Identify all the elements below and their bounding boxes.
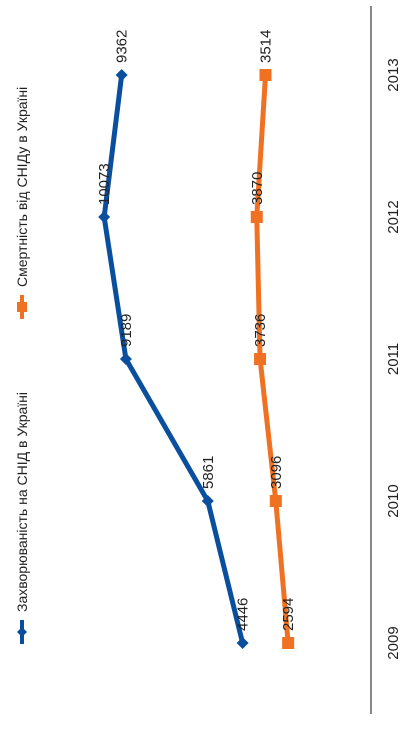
legend-label: Смертність від СНІДу в Україні [14, 87, 30, 287]
category-tick-label: 2010 [385, 484, 402, 517]
data-point-marker [269, 495, 282, 507]
data-point-marker [254, 353, 267, 365]
series-incidence: 4446 5861 9189 10073 9362 [96, 30, 252, 649]
data-label: 5861 [200, 456, 217, 489]
series-mortality: 2594 3096 3736 3870 3514 [249, 30, 297, 649]
data-label: 10073 [96, 163, 113, 205]
category-tick-label: 2011 [385, 343, 402, 375]
legend-marker-swatch [17, 627, 27, 637]
legend-label: Захворюваність на СНІД в Україні [14, 392, 30, 612]
data-label: 3870 [249, 172, 266, 205]
data-point-marker [98, 211, 111, 223]
data-label: 9362 [114, 30, 131, 63]
data-point-marker [119, 353, 132, 365]
series-layer: 4446 5861 9189 10073 9362 2594 3096 3736 3870 351… [96, 30, 297, 649]
legend-entry-incidence: Захворюваність на СНІД в Україні [14, 392, 30, 644]
data-label: 4446 [235, 598, 252, 631]
data-point-marker [250, 211, 263, 223]
data-point-marker [201, 495, 214, 507]
legend-entry-mortality: Смертність від СНІДу в Україні [14, 87, 30, 319]
data-label: 3736 [252, 314, 269, 347]
category-tick-label: 2013 [385, 58, 402, 91]
legend-layer: Захворюваність на СНІД в Україні Смертніс… [14, 87, 30, 644]
category-tick-label: 2009 [385, 626, 402, 659]
category-tick-label: 2012 [385, 200, 402, 233]
data-label: 3096 [268, 456, 285, 489]
data-point-marker [282, 637, 295, 649]
axis-layer: 2009 2010 2011 2012 2013 [370, 6, 402, 714]
data-label: 2594 [280, 598, 297, 631]
data-point-marker [236, 637, 249, 649]
data-point-marker [115, 69, 128, 81]
data-label: 3514 [258, 30, 275, 63]
data-label: 9189 [118, 314, 135, 347]
legend-marker-swatch [17, 302, 27, 312]
data-point-marker [259, 69, 272, 81]
